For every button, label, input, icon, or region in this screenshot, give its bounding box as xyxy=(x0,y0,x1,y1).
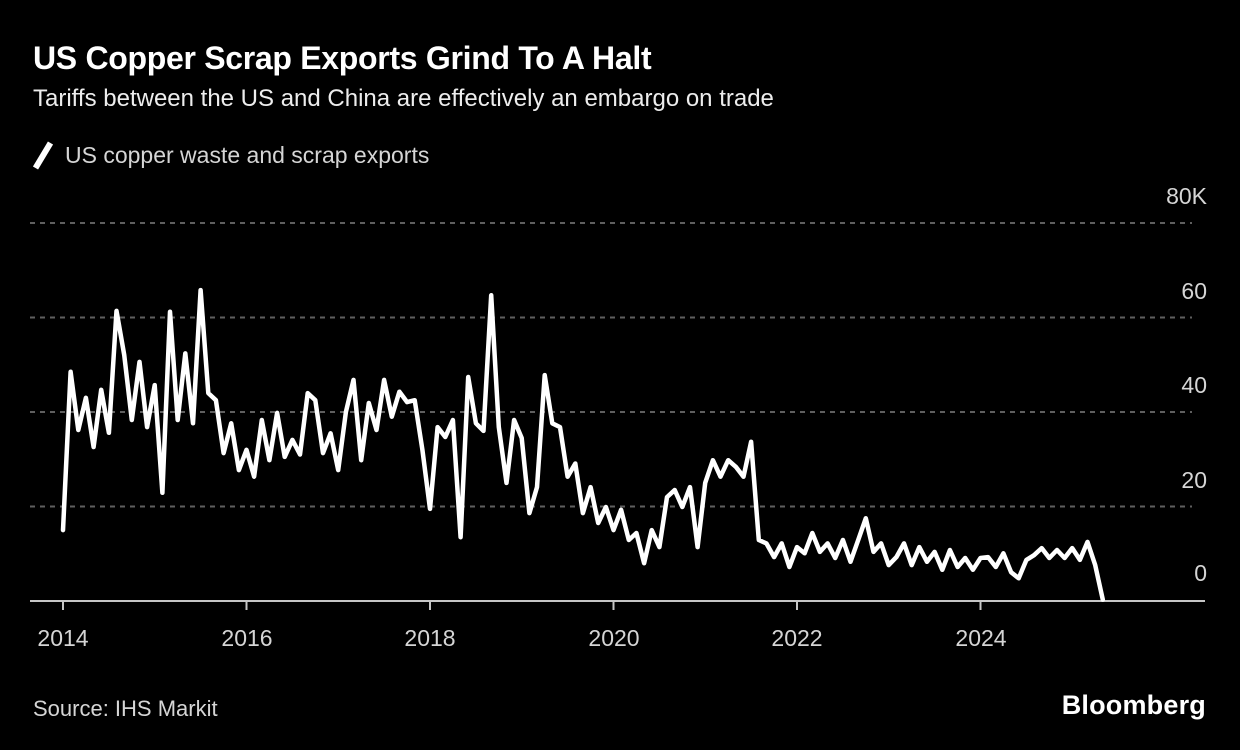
x-axis-label: 2014 xyxy=(37,625,89,651)
y-axis-label: 40 xyxy=(1181,372,1207,398)
series-line xyxy=(60,287,1106,602)
line-slash-icon xyxy=(32,140,54,171)
x-axis-label: 2016 xyxy=(221,625,273,651)
chart-title: US Copper Scrap Exports Grind To A Halt xyxy=(33,40,652,76)
legend-series-label: US copper waste and scrap exports xyxy=(65,142,430,168)
x-axis-label: 2024 xyxy=(955,625,1007,651)
x-axis-label: 2022 xyxy=(771,625,823,651)
chart-subtitle: Tariffs between the US and China are eff… xyxy=(33,85,774,112)
x-axis-label: 2020 xyxy=(588,625,640,651)
x-axis-label: 2018 xyxy=(404,625,456,651)
y-axis-label: 20 xyxy=(1181,467,1207,493)
y-axis-label: 60 xyxy=(1181,278,1207,304)
y-axis-label: 0 xyxy=(1194,560,1207,586)
y-axis-label: 80K xyxy=(1166,183,1207,209)
bloomberg-logo: Bloomberg xyxy=(1061,690,1206,720)
source-attribution: Source: IHS Markit xyxy=(33,696,218,721)
legend: US copper waste and scrap exports xyxy=(32,140,429,171)
